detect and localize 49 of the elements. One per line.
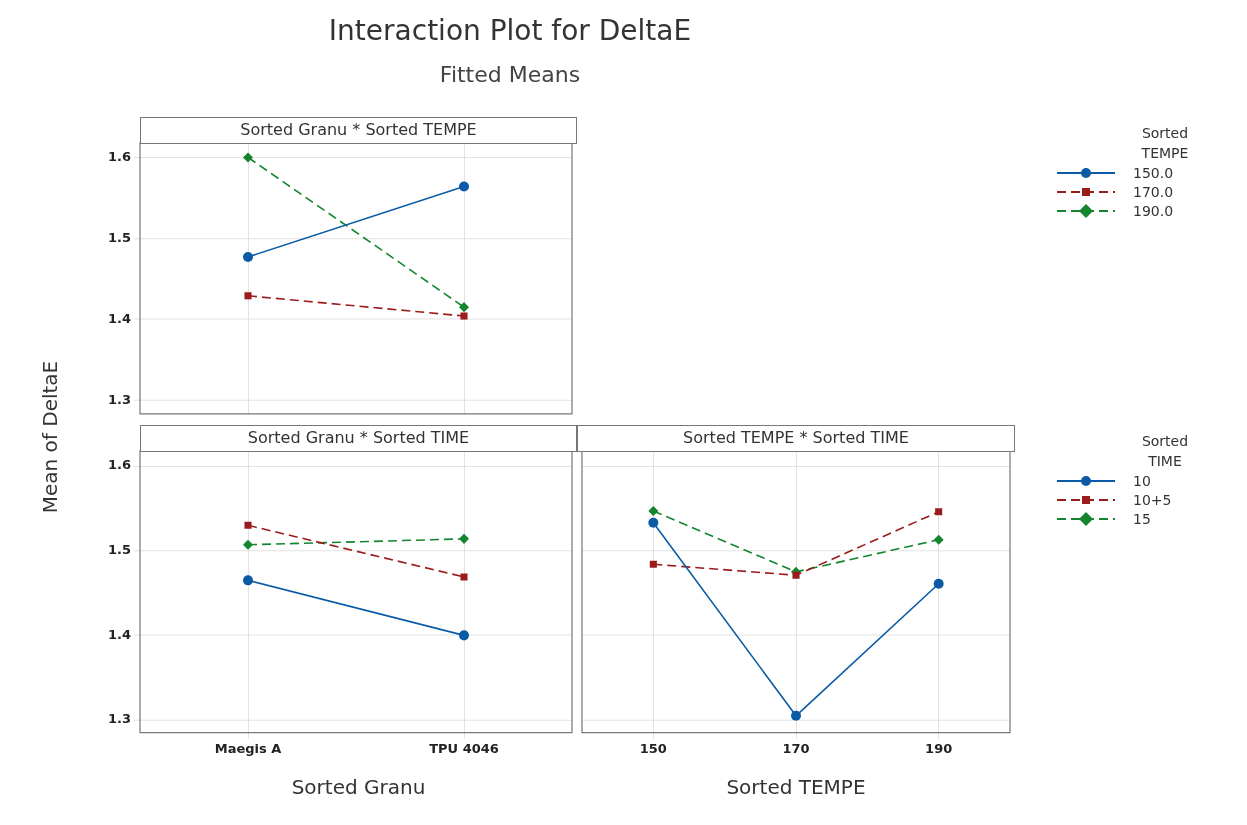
legend-title: Sorted TEMPE bbox=[1140, 124, 1190, 163]
chart-title: Sorted TEMPE * Sorted TIME bbox=[577, 425, 1015, 452]
point bbox=[459, 630, 469, 641]
point bbox=[244, 521, 252, 530]
x-axis-title: Sorted Granu bbox=[290, 775, 427, 799]
point bbox=[649, 560, 657, 568]
point bbox=[244, 292, 252, 300]
text: Sorted Granu * Sorted TEMPE bbox=[140, 117, 577, 144]
y-tick-label: 1.3 bbox=[108, 391, 131, 407]
point bbox=[459, 534, 469, 545]
y-tick-label: 1.4 bbox=[108, 626, 131, 642]
point bbox=[459, 302, 469, 313]
x-tick-label: TPU 4046 bbox=[429, 741, 499, 757]
point bbox=[243, 539, 253, 550]
y-tick-label: 1.6 bbox=[108, 148, 131, 164]
y-tick-label: 1.3 bbox=[108, 711, 131, 727]
y-tick-label: 1.5 bbox=[108, 229, 131, 245]
point bbox=[791, 710, 801, 721]
point bbox=[460, 573, 468, 581]
point bbox=[460, 312, 468, 320]
legend-label: 15 bbox=[1133, 510, 1151, 527]
y-tick-label: 1.4 bbox=[108, 310, 131, 326]
y-tick-label: 1.5 bbox=[108, 542, 131, 558]
point bbox=[933, 534, 944, 545]
point bbox=[243, 152, 253, 163]
point bbox=[648, 506, 659, 517]
point bbox=[243, 252, 253, 263]
chart-subtitle: Fitted Means bbox=[438, 62, 582, 87]
legend-label: 10+5 bbox=[1133, 491, 1172, 508]
x-axis-title: Sorted TEMPE bbox=[725, 775, 867, 799]
point bbox=[792, 571, 800, 579]
y-tick-label: 1.6 bbox=[108, 457, 131, 473]
point bbox=[459, 181, 469, 192]
x-tick-label: 170 bbox=[782, 741, 810, 757]
point bbox=[933, 578, 944, 589]
chart-title: Interaction Plot for DeltaE bbox=[327, 14, 693, 47]
legend-label: 10 bbox=[1133, 472, 1151, 489]
point bbox=[648, 517, 659, 528]
chart-title: Sorted Granu * Sorted TIME bbox=[140, 425, 577, 452]
x-tick-label: 190 bbox=[925, 741, 953, 757]
legend-label: 150.0 bbox=[1133, 164, 1174, 181]
x-tick-label: Maegis A bbox=[214, 741, 282, 757]
legend-label: 170.0 bbox=[1133, 183, 1174, 200]
point bbox=[935, 508, 943, 516]
legend-label: 190.0 bbox=[1133, 202, 1174, 219]
point bbox=[243, 575, 253, 586]
legend-title: Sorted TIME bbox=[1140, 432, 1190, 471]
x-tick-label: 150 bbox=[639, 741, 667, 757]
y-axis-title: Mean of DeltaE bbox=[38, 359, 62, 516]
